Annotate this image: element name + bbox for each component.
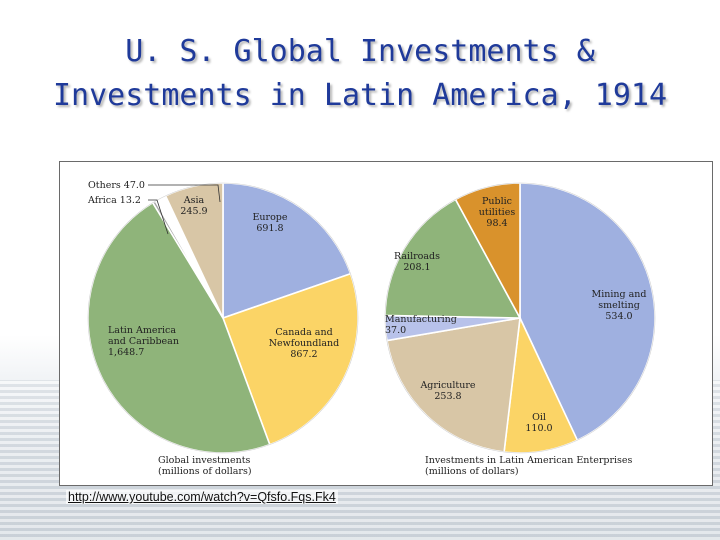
slice-label-mining-and-smelting: Mining and smelting 534.0	[591, 289, 646, 322]
chart-caption-1: Global investments (millions of dollars)	[158, 455, 252, 477]
slice-label-canada-and-newfoundland: Canada and Newfoundland 867.2	[269, 327, 340, 360]
slice-label-latin-america-and-caribbean: Latin America and Caribbean 1,648.7	[108, 325, 179, 358]
slice-label-manufacturing: Manufacturing 37.0	[385, 314, 457, 336]
page-title: U. S. Global Investments & Investments i…	[0, 30, 720, 118]
slice-label-asia: Asia 245.9	[180, 195, 207, 217]
slice-label-agriculture: Agriculture 253.8	[419, 380, 475, 402]
slice-label-public-utilities: Public utilities 98.4	[479, 196, 516, 229]
slice-label-europe: Europe 691.8	[252, 212, 287, 234]
charts-svg: Europe 691.8 Canada and Newfoundland 867.2 La…	[87, 180, 656, 477]
title-line-2: Investments in Latin America, 1914	[52, 78, 668, 113]
leader-line-others	[148, 184, 221, 203]
slice-label-railroads: Railroads 208.1	[394, 251, 440, 273]
chart-frame: Europe 691.8 Canada and Newfoundland 867.2 La…	[59, 161, 713, 486]
chart-caption-2: Investments in Latin American Enterprise…	[425, 455, 633, 477]
slice-label-africa: Africa 13.2	[87, 195, 141, 206]
title-line-1: U. S. Global Investments &	[125, 34, 595, 69]
pie-chart-2	[384, 182, 656, 454]
slice-label-others: Others 47.0	[88, 180, 145, 191]
pie-chart-1	[87, 182, 359, 454]
leader-line-africa	[148, 199, 169, 235]
source-link[interactable]: http://www.youtube.com/watch?v=Qfsfo.Fqs…	[66, 490, 338, 504]
slice-label-oil: Oil 110.0	[525, 412, 552, 434]
